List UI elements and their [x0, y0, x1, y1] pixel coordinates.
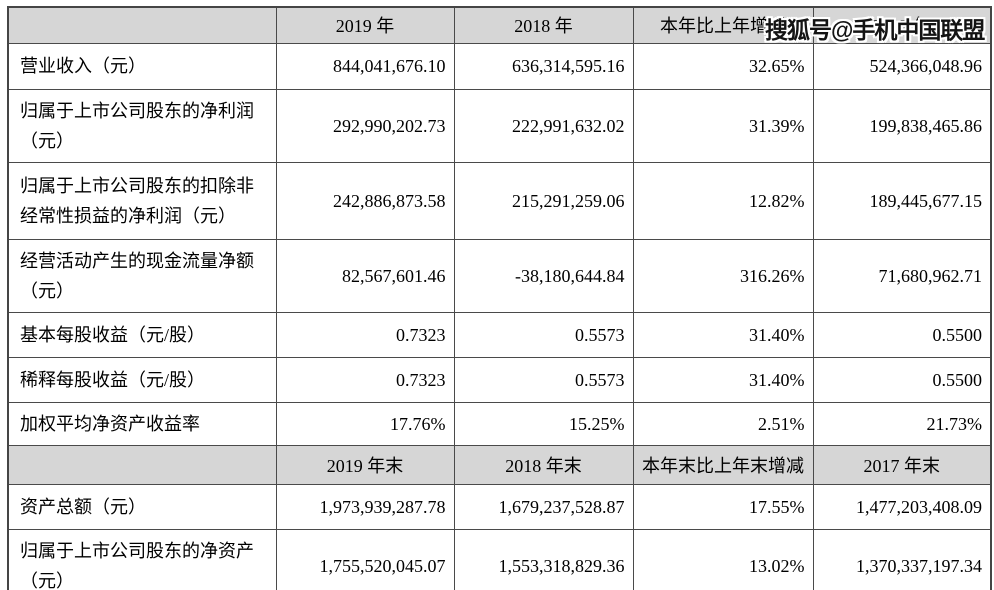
- value-2019: 292,990,202.73: [275, 88, 455, 163]
- row-label: 资产总额（元）: [7, 483, 277, 530]
- value-2018: 1,553,318,829.36: [453, 528, 634, 590]
- financial-summary-table: 2019 年 2018 年 本年比上年增减 2017 年 营业收入（元） 844…: [7, 6, 992, 590]
- value-2017: 199,838,465.86: [812, 88, 992, 163]
- col-header-2017-end: 2017 年末: [812, 444, 992, 485]
- col-header-yoy-end-change: 本年末比上年末增减: [632, 444, 814, 485]
- blank-header-cell: [7, 444, 277, 485]
- table-row-net-assets: 归属于上市公司股东的净资产（元） 1,755,520,045.07 1,553,…: [7, 528, 992, 590]
- value-yoy-change: 32.65%: [632, 42, 814, 90]
- row-label: 归属于上市公司股东的扣除非经常性损益的净利润（元）: [7, 161, 277, 240]
- value-2018: 636,314,595.16: [453, 42, 634, 90]
- col-header-2017: 2017 年: [812, 6, 992, 44]
- value-2019: 844,041,676.10: [275, 42, 455, 90]
- value-yoy-change: 31.39%: [632, 88, 814, 163]
- value-2018: 0.5573: [453, 356, 634, 403]
- row-label: 基本每股收益（元/股）: [7, 311, 277, 358]
- table-row-net-profit-excl-nonrecurring: 归属于上市公司股东的扣除非经常性损益的净利润（元） 242,886,873.58…: [7, 161, 992, 240]
- col-header-2018-end: 2018 年末: [453, 444, 634, 485]
- table-row-basic-eps: 基本每股收益（元/股） 0.7323 0.5573 31.40% 0.5500: [7, 311, 992, 358]
- row-label: 稀释每股收益（元/股）: [7, 356, 277, 403]
- value-2017: 189,445,677.15: [812, 161, 992, 240]
- value-yoy-change: 31.40%: [632, 356, 814, 403]
- value-2019: 17.76%: [275, 401, 455, 446]
- table-row-total-assets: 资产总额（元） 1,973,939,287.78 1,679,237,528.8…: [7, 483, 992, 530]
- value-yoy-change: 17.55%: [632, 483, 814, 530]
- financial-summary-table-container: 2019 年 2018 年 本年比上年增减 2017 年 营业收入（元） 844…: [7, 6, 992, 590]
- value-2017: 0.5500: [812, 356, 992, 403]
- table-row-diluted-eps: 稀释每股收益（元/股） 0.7323 0.5573 31.40% 0.5500: [7, 356, 992, 403]
- value-2017: 1,370,337,197.34: [812, 528, 992, 590]
- row-label: 经营活动产生的现金流量净额（元）: [7, 238, 277, 313]
- value-2018: -38,180,644.84: [453, 238, 634, 313]
- value-2018: 15.25%: [453, 401, 634, 446]
- col-header-2018: 2018 年: [453, 6, 634, 44]
- row-label: 归属于上市公司股东的净资产（元）: [7, 528, 277, 590]
- value-2017: 21.73%: [812, 401, 992, 446]
- value-yoy-change: 316.26%: [632, 238, 814, 313]
- value-yoy-change: 13.02%: [632, 528, 814, 590]
- value-2017: 71,680,962.71: [812, 238, 992, 313]
- table-row-operating-cash-flow: 经营活动产生的现金流量净额（元） 82,567,601.46 -38,180,6…: [7, 238, 992, 313]
- value-yoy-change: 31.40%: [632, 311, 814, 358]
- row-label: 加权平均净资产收益率: [7, 401, 277, 446]
- value-2018: 215,291,259.06: [453, 161, 634, 240]
- period-header-row: 2019 年 2018 年 本年比上年增减 2017 年: [7, 6, 992, 44]
- col-header-2019-end: 2019 年末: [275, 444, 455, 485]
- value-2019: 0.7323: [275, 311, 455, 358]
- row-label: 归属于上市公司股东的净利润（元）: [7, 88, 277, 163]
- col-header-2019: 2019 年: [275, 6, 455, 44]
- value-2019: 1,755,520,045.07: [275, 528, 455, 590]
- blank-header-cell: [7, 6, 277, 44]
- row-label: 营业收入（元）: [7, 42, 277, 90]
- value-2019: 82,567,601.46: [275, 238, 455, 313]
- value-2017: 524,366,048.96: [812, 42, 992, 90]
- value-yoy-change: 2.51%: [632, 401, 814, 446]
- table-row-revenue: 营业收入（元） 844,041,676.10 636,314,595.16 32…: [7, 42, 992, 90]
- value-yoy-change: 12.82%: [632, 161, 814, 240]
- col-header-yoy-change: 本年比上年增减: [632, 6, 814, 44]
- value-2019: 0.7323: [275, 356, 455, 403]
- period-end-header-row: 2019 年末 2018 年末 本年末比上年末增减 2017 年末: [7, 444, 992, 485]
- souhu-watermark: 搜狐号@手机中国联盟: [765, 17, 985, 43]
- value-2019: 1,973,939,287.78: [275, 483, 455, 530]
- value-2019: 242,886,873.58: [275, 161, 455, 240]
- value-2017: 0.5500: [812, 311, 992, 358]
- table-row-weighted-avg-roe: 加权平均净资产收益率 17.76% 15.25% 2.51% 21.73%: [7, 401, 992, 446]
- table-row-net-profit: 归属于上市公司股东的净利润（元） 292,990,202.73 222,991,…: [7, 88, 992, 163]
- value-2018: 1,679,237,528.87: [453, 483, 634, 530]
- value-2018: 222,991,632.02: [453, 88, 634, 163]
- value-2017: 1,477,203,408.09: [812, 483, 992, 530]
- value-2018: 0.5573: [453, 311, 634, 358]
